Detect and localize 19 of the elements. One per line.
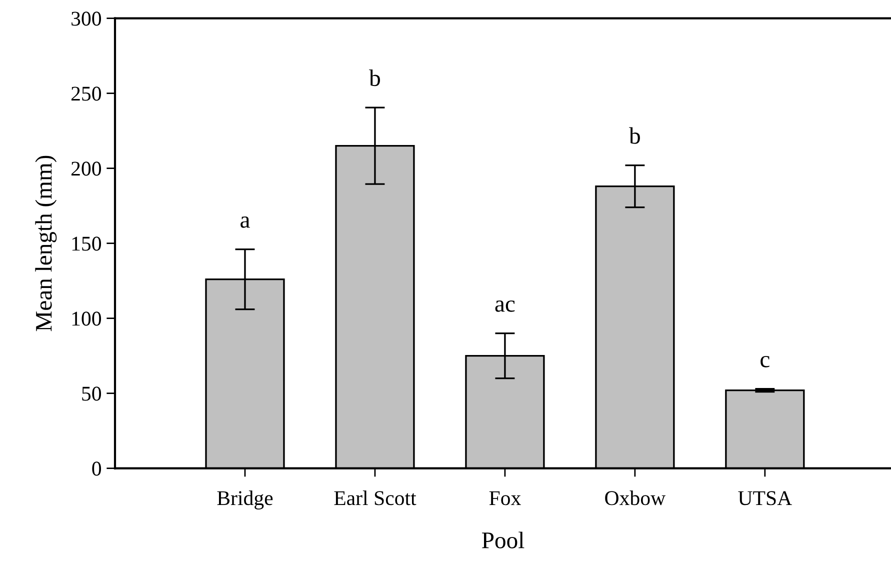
annotation: ac — [495, 300, 515, 312]
y-tick-label: 300 — [72, 12, 102, 26]
x-tick-label: Fox — [489, 491, 521, 506]
x-tick-label: Bridge — [217, 490, 273, 510]
y-tick-label: 200 — [71, 162, 102, 176]
y-axis-title: Mean length (mm) — [35, 156, 57, 332]
y-tick-label: 0 — [92, 462, 102, 476]
y-tick-label: 100 — [72, 312, 102, 326]
y-tick-label: 250 — [71, 86, 102, 101]
x-tick-label: Oxbow — [605, 490, 666, 506]
y-tick-label: 150 — [72, 236, 102, 251]
x-tick-label: UTSA — [738, 491, 792, 506]
annotation: b — [369, 69, 380, 86]
x-axis-title: Pool — [482, 532, 524, 548]
y-tick-label: 50 — [82, 386, 102, 401]
annotation: a — [240, 216, 250, 228]
x-tick-label: Earl Scott — [334, 490, 416, 506]
annotation: b — [629, 127, 640, 144]
annotation: c — [760, 356, 770, 368]
